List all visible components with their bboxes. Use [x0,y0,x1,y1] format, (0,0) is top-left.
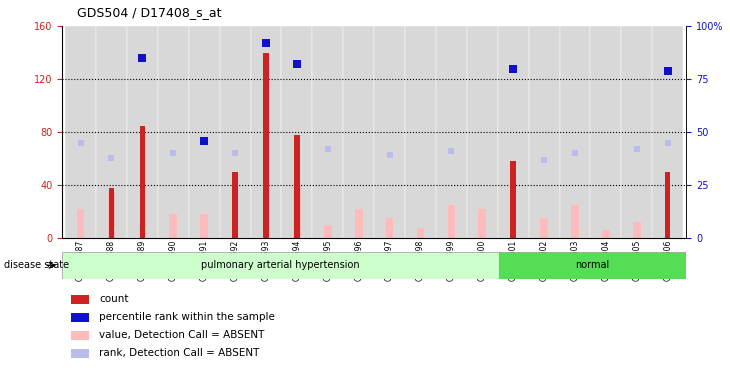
Bar [200,214,208,238]
Bar [293,185,301,238]
Bar [447,205,456,238]
FancyBboxPatch shape [591,26,621,238]
FancyBboxPatch shape [127,26,158,238]
Text: normal: normal [575,260,610,270]
Bar [355,209,363,238]
Bar [385,218,393,238]
Bar [264,53,269,238]
Bar [109,188,115,238]
Text: disease state: disease state [4,261,69,270]
Bar [139,225,146,238]
Bar [571,205,579,238]
FancyBboxPatch shape [189,26,220,238]
Text: value, Detection Call = ABSENT: value, Detection Call = ABSENT [99,330,265,340]
FancyBboxPatch shape [282,26,312,238]
FancyBboxPatch shape [466,26,498,238]
Bar [540,218,548,238]
FancyBboxPatch shape [436,26,466,238]
Bar [294,135,299,238]
FancyBboxPatch shape [96,26,127,238]
Bar [232,172,238,238]
FancyBboxPatch shape [405,26,436,238]
Bar [324,225,331,238]
FancyBboxPatch shape [312,26,343,238]
Bar [72,349,89,357]
Bar [665,172,670,238]
FancyBboxPatch shape [559,26,591,238]
FancyBboxPatch shape [343,26,374,238]
Bar [107,192,115,238]
FancyBboxPatch shape [220,26,250,238]
Bar [169,214,177,238]
Bar [633,222,641,238]
FancyBboxPatch shape [529,26,559,238]
Bar [72,331,89,340]
FancyBboxPatch shape [62,252,499,279]
FancyBboxPatch shape [158,26,189,238]
Bar [478,209,486,238]
Bar [139,126,145,238]
Text: percentile rank within the sample: percentile rank within the sample [99,312,275,322]
FancyBboxPatch shape [498,26,529,238]
FancyBboxPatch shape [652,26,683,238]
FancyBboxPatch shape [65,26,96,238]
FancyBboxPatch shape [374,26,405,238]
Bar [417,228,424,238]
Bar [72,313,89,322]
Bar [510,161,516,238]
FancyBboxPatch shape [621,26,652,238]
Bar [72,295,89,304]
Bar [602,230,610,238]
FancyBboxPatch shape [250,26,282,238]
FancyBboxPatch shape [499,252,686,279]
Text: GDS504 / D17408_s_at: GDS504 / D17408_s_at [77,6,221,19]
Text: count: count [99,294,129,304]
Bar [77,209,85,238]
Text: pulmonary arterial hypertension: pulmonary arterial hypertension [201,260,360,270]
Text: rank, Detection Call = ABSENT: rank, Detection Call = ABSENT [99,348,260,358]
